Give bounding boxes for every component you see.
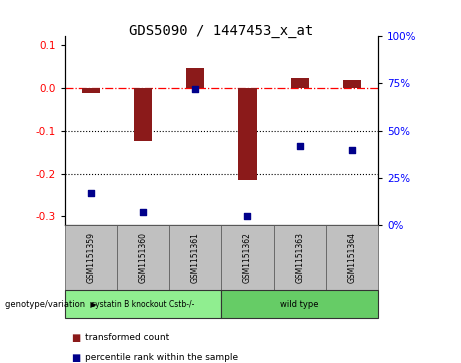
Point	[348, 147, 355, 152]
Text: GDS5090 / 1447453_x_at: GDS5090 / 1447453_x_at	[129, 24, 313, 38]
Text: GSM1151363: GSM1151363	[295, 232, 304, 283]
Text: GSM1151360: GSM1151360	[138, 232, 148, 283]
Text: cystatin B knockout Cstb-/-: cystatin B knockout Cstb-/-	[91, 299, 195, 309]
Text: ■: ■	[71, 333, 81, 343]
Text: genotype/variation  ▶: genotype/variation ▶	[5, 299, 96, 309]
Point	[87, 190, 95, 196]
Bar	[290, 78, 309, 88]
Text: transformed count: transformed count	[85, 333, 170, 342]
Bar	[134, 88, 152, 142]
Bar	[238, 88, 256, 180]
Bar	[82, 88, 100, 93]
Point	[296, 143, 303, 149]
Bar	[343, 80, 361, 88]
Text: GSM1151359: GSM1151359	[86, 232, 95, 283]
Text: GSM1151364: GSM1151364	[348, 232, 356, 283]
Text: percentile rank within the sample: percentile rank within the sample	[85, 353, 238, 362]
Text: ■: ■	[71, 352, 81, 363]
Bar	[186, 69, 204, 88]
Text: GSM1151362: GSM1151362	[243, 232, 252, 283]
Point	[139, 209, 147, 215]
Text: wild type: wild type	[280, 299, 319, 309]
Point	[191, 86, 199, 92]
Point	[244, 213, 251, 219]
Text: GSM1151361: GSM1151361	[191, 232, 200, 283]
